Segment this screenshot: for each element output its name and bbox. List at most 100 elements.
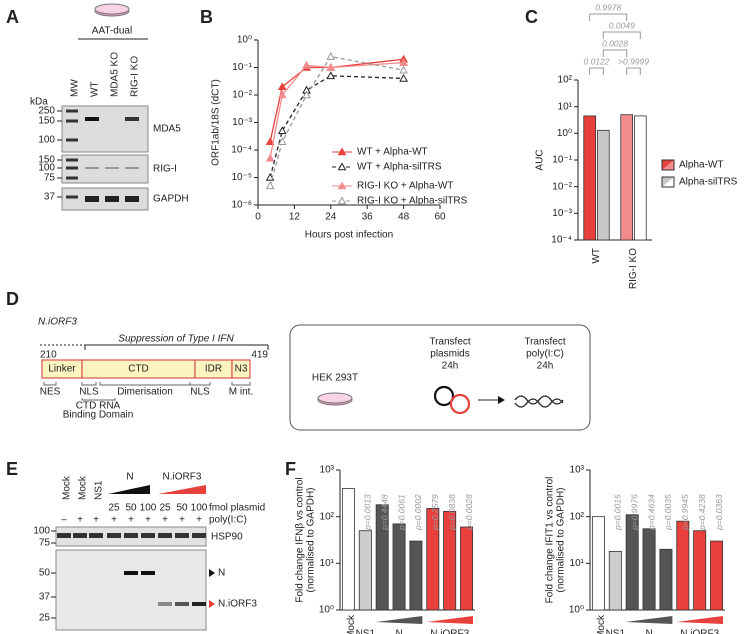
y-axis-label: Fold change IFIT1 vs control xyxy=(545,477,556,604)
domain-label: CTD xyxy=(128,364,149,375)
motif-label: M int. xyxy=(229,387,253,398)
p-value: p=0.0013 xyxy=(363,494,373,531)
motif-bracket xyxy=(189,382,211,386)
function-label: Suppression of Type I IFN xyxy=(118,334,234,345)
data-point xyxy=(277,90,287,99)
blot xyxy=(55,549,207,631)
motif-label: NLS xyxy=(79,387,99,398)
legend-label: Alpha-silTRS xyxy=(679,177,738,188)
comparison-bracket xyxy=(602,49,628,57)
band xyxy=(107,533,121,538)
amount-label: 25 xyxy=(108,503,120,514)
p-value: p=0.4238 xyxy=(697,494,707,531)
comparison-bracket xyxy=(602,31,641,39)
panel-label: A xyxy=(6,7,19,27)
residue-label: 210 xyxy=(40,350,57,361)
data-point xyxy=(265,153,275,162)
step-label: 24h xyxy=(442,361,459,372)
panel-label: C xyxy=(525,7,538,27)
amount-unit: fmol plasmid xyxy=(209,503,265,514)
p-value: p=0.0028 xyxy=(464,494,474,531)
band xyxy=(124,533,138,538)
marker-label: 100 xyxy=(38,135,55,146)
band-label: N.iORF3 xyxy=(218,599,257,610)
x-tick-label: N xyxy=(395,629,402,634)
lane-label: RIG-I KO xyxy=(130,56,141,97)
ladder-band xyxy=(66,176,78,180)
ladder-band xyxy=(66,195,78,199)
marker-label: 50 xyxy=(39,568,51,579)
y-tick-label: 10⁰ xyxy=(569,605,584,616)
bar xyxy=(659,548,673,611)
data-point xyxy=(326,62,336,71)
data-point xyxy=(302,60,311,69)
dose-wedge xyxy=(426,616,473,624)
domain xyxy=(231,359,251,379)
amount-label: 50 xyxy=(176,503,188,514)
band xyxy=(192,533,206,538)
bar xyxy=(443,510,457,611)
bar xyxy=(460,526,474,611)
series-line xyxy=(269,58,404,142)
y-tick-label: 10⁻² xyxy=(552,181,572,192)
dose-wedge xyxy=(676,616,723,624)
marker-label: 100 xyxy=(33,526,50,537)
band xyxy=(89,533,103,538)
y-tick-label: 10⁻⁴ xyxy=(231,145,252,156)
motif-bracket xyxy=(231,382,251,386)
bar xyxy=(409,540,423,611)
comparison-bracket xyxy=(626,67,641,75)
legend-label: Alpha-WT xyxy=(679,160,723,171)
y-tick-label: 10¹ xyxy=(558,101,573,112)
legend-marker xyxy=(337,147,347,156)
y-tick-label: 10¹ xyxy=(570,558,585,569)
p-value: 0.0122 xyxy=(584,56,610,66)
bar xyxy=(693,530,707,611)
x-tick-label: Mock xyxy=(596,614,607,634)
p-value: p=0.2579 xyxy=(430,494,440,531)
y-tick-label: 10² xyxy=(320,511,335,522)
x-tick-label: 60 xyxy=(434,212,446,223)
band xyxy=(85,196,99,202)
lane-label: Mock xyxy=(78,475,89,500)
y-axis-label: Fold change IFNβ vs control xyxy=(295,477,306,602)
x-axis-label: Hours post infection xyxy=(305,230,393,241)
x-tick-label: RIG-I KO xyxy=(628,248,639,289)
treatment-mark: + xyxy=(128,515,134,526)
bar xyxy=(596,129,610,241)
treatment-mark: + xyxy=(93,515,99,526)
motif-bracket xyxy=(81,382,97,386)
arrow-head xyxy=(498,396,505,404)
motif-bracket xyxy=(43,382,57,386)
marker-label: 37 xyxy=(39,592,51,603)
legend-label: RIG-I KO + Alpha-silTRS xyxy=(357,196,468,207)
p-value: 0.0028 xyxy=(602,38,628,48)
legend-swatch-border xyxy=(661,159,675,171)
lane-label: WT xyxy=(90,81,101,97)
x-tick-label: N.iORF3 xyxy=(680,629,719,634)
marker-label: 150 xyxy=(38,116,55,127)
band-label: RIG-I xyxy=(153,164,177,175)
data-point xyxy=(399,58,408,66)
p-value: p=0.4634 xyxy=(646,494,656,531)
panel-label: D xyxy=(6,289,19,309)
bar xyxy=(392,523,406,611)
marker-label: 75 xyxy=(39,538,51,549)
plasmid-icon xyxy=(433,385,455,407)
dose-wedge xyxy=(108,485,150,494)
x-tick-label: NS1 xyxy=(606,629,626,634)
data-point xyxy=(326,71,336,80)
workflow-box xyxy=(289,324,591,431)
legend-label: WT + Alpha-silTRS xyxy=(357,162,442,173)
legend-swatch-border xyxy=(661,176,675,188)
x-tick-label: 48 xyxy=(398,212,410,223)
band xyxy=(105,196,119,202)
marker-label: 150 xyxy=(38,155,55,166)
x-tick-label: 0 xyxy=(255,212,261,223)
y-tick-label: 10³ xyxy=(570,465,585,476)
lane-label: MW xyxy=(70,79,81,97)
band xyxy=(158,533,172,538)
panel-label: B xyxy=(200,7,213,27)
group-label: N xyxy=(126,472,133,483)
plasmid-icon xyxy=(449,393,471,415)
